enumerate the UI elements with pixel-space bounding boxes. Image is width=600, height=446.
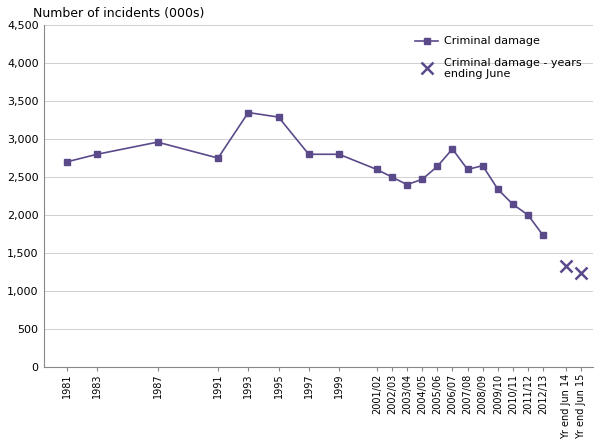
- Legend: Criminal damage, Criminal damage - years
ending June: Criminal damage, Criminal damage - years…: [410, 31, 587, 85]
- Criminal damage: [275, 115, 282, 120]
- Criminal damage: [335, 152, 343, 157]
- Criminal damage: [154, 140, 161, 145]
- Criminal damage: [305, 152, 313, 157]
- Criminal damage: [388, 174, 395, 180]
- Criminal damage: [214, 155, 221, 161]
- Criminal damage: [419, 177, 426, 182]
- Text: Number of incidents (000s): Number of incidents (000s): [33, 7, 205, 20]
- Criminal damage: [245, 110, 252, 115]
- Criminal damage: [449, 146, 456, 152]
- Criminal damage: [464, 167, 471, 172]
- Criminal damage: [373, 167, 380, 172]
- Criminal damage: [479, 163, 486, 168]
- Criminal damage: [524, 212, 532, 218]
- Criminal damage: [509, 202, 517, 207]
- Criminal damage: [434, 164, 441, 169]
- Criminal damage: [494, 186, 502, 192]
- Criminal damage: [94, 152, 101, 157]
- Criminal damage - years
ending June: [562, 263, 569, 268]
- Criminal damage - years
ending June: [577, 270, 584, 275]
- Criminal damage: [63, 159, 70, 165]
- Line: Criminal damage - years
ending June: Criminal damage - years ending June: [560, 260, 587, 279]
- Criminal damage: [403, 182, 410, 187]
- Line: Criminal damage: Criminal damage: [64, 110, 546, 238]
- Criminal damage: [539, 233, 547, 238]
